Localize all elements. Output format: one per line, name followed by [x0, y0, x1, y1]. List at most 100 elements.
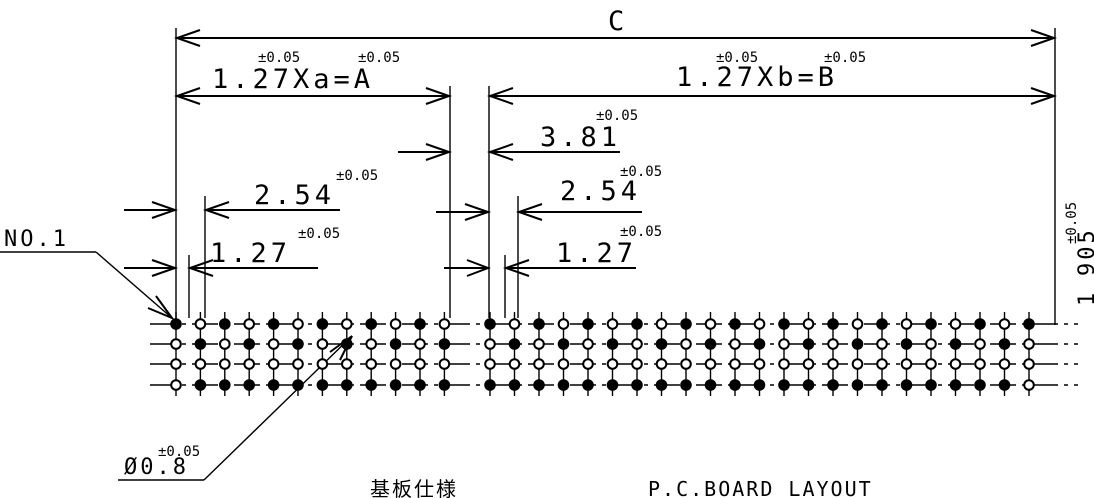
hole-r4-c35 [1023, 379, 1035, 391]
hole-r1-c11 [414, 318, 426, 330]
hole-r3-c11 [414, 358, 426, 370]
hole-r2-c34 [998, 338, 1011, 350]
hole-r3-c17 [582, 358, 594, 370]
dimension-side-label: 905 [1075, 227, 1094, 276]
hole-r3-c4 [243, 358, 255, 370]
hole-r3-c12 [438, 358, 451, 370]
hole-r4-c30 [900, 379, 913, 391]
hole-r4-c10 [389, 379, 402, 391]
hole-r2-c1 [170, 338, 182, 350]
pin-one-label: NO.1 [4, 227, 69, 252]
hole-r2-c17 [582, 338, 594, 350]
hole-r4-c15 [533, 379, 545, 391]
hole-r2-c7 [316, 338, 329, 350]
hole-r2-c31 [925, 338, 937, 350]
tolerance-a-label: ±0.05 [358, 50, 400, 66]
hole-r2-c20 [655, 338, 668, 350]
hole-r4-c4 [243, 379, 255, 391]
dimension-right-row-pitch-label: 2.54 [560, 176, 641, 207]
hole-r2-c22 [704, 338, 717, 350]
hole-r1-c20 [655, 318, 668, 330]
hole-r4-c1 [170, 379, 182, 391]
hole-r3-c10 [389, 358, 402, 370]
hole-r4-c27 [827, 379, 839, 391]
hole-r4-c20 [655, 379, 668, 391]
hole-r3-c3 [219, 358, 231, 370]
hole-r4-c6 [292, 379, 304, 391]
dimension-b: 1.27Xb=B ±0.05 ±0.05 [486, 50, 1058, 105]
tolerance-right-pin-pitch: ±0.05 [620, 224, 662, 240]
hole-diameter-callout: Ø0.8 ±0.05 [118, 335, 353, 481]
hole-r1-c17 [582, 318, 594, 330]
hole-r2-c33 [974, 338, 986, 350]
hole-r1-c19 [631, 318, 643, 330]
hole-r4-c5 [267, 379, 280, 391]
hole-r2-c18 [606, 338, 619, 350]
tolerance-left-pin-pitch: ±0.05 [298, 226, 340, 242]
hole-r4-c7 [316, 379, 329, 391]
hole-r4-c8 [341, 379, 353, 391]
hole-r2-c11 [414, 338, 426, 350]
hole-r2-c5 [267, 338, 280, 350]
dimension-gap-label: 3.81 [540, 122, 621, 153]
hole-r2-c25 [778, 338, 790, 350]
hole-r1-c16 [557, 318, 570, 330]
tolerance-side: ±0.05 [1064, 202, 1080, 244]
dimension-c: C [173, 6, 1058, 47]
hole-r1-c4 [243, 318, 255, 330]
hole-r2-c15 [533, 338, 545, 350]
hole-r3-c16 [557, 358, 570, 370]
hole-r1-c24 [753, 318, 766, 330]
hole-r1-c22 [704, 318, 717, 330]
hole-r1-c29 [876, 318, 888, 330]
hole-r3-c33 [974, 358, 986, 370]
hole-r1-c23 [729, 318, 741, 330]
hole-r3-c2 [194, 358, 207, 370]
dimension-left-pin-pitch-label: 1.27 [210, 238, 291, 269]
hole-r1-c12 [438, 318, 451, 330]
tolerance-gap: ±0.05 [596, 108, 638, 124]
hole-r1-c27 [827, 318, 839, 330]
hole-r2-c13 [484, 338, 496, 350]
dimension-side: ±0.05 905 1 [1064, 202, 1094, 306]
hole-r3-c19 [631, 358, 643, 370]
hole-r4-c13 [484, 379, 496, 391]
dimension-right-row-pitch: 2.54 ±0.05 [436, 164, 662, 221]
hole-r2-c4 [243, 338, 255, 350]
hole-r4-c9 [365, 379, 378, 391]
hole-r1-c9 [365, 318, 378, 330]
hole-r2-c35 [1023, 338, 1035, 350]
hole-r1-c13 [484, 318, 496, 330]
hole-r3-c26 [802, 358, 815, 370]
hole-r2-c32 [949, 338, 962, 350]
hole-r1-c26 [802, 318, 815, 330]
hole-r1-c31 [925, 318, 937, 330]
hole-r4-c24 [753, 379, 766, 391]
hole-r2-c8 [341, 338, 353, 350]
hole-r4-c16 [557, 379, 570, 391]
hole-r1-c34 [998, 318, 1011, 330]
hole-r3-c14 [508, 358, 521, 370]
hole-r1-c15 [533, 318, 545, 330]
hole-r2-c2 [194, 338, 207, 350]
hole-r3-c22 [704, 358, 717, 370]
hole-r1-c10 [389, 318, 402, 330]
hole-r3-c1 [170, 358, 182, 370]
hole-r2-c26 [802, 338, 815, 350]
hole-r4-c14 [508, 379, 521, 391]
hole-r1-c32 [949, 318, 962, 330]
hole-r2-c16 [557, 338, 570, 350]
dimension-left-row-pitch: 2.54 ±0.05 [124, 168, 378, 219]
hole-r3-c32 [949, 358, 962, 370]
hole-r4-c25 [778, 379, 790, 391]
hole-r4-c31 [925, 379, 937, 391]
hole-r1-c28 [851, 318, 864, 330]
hole-r3-c8 [341, 358, 353, 370]
hole-r4-c22 [704, 379, 717, 391]
hole-r2-c19 [631, 338, 643, 350]
dimension-row-spacing-label: 1 [1075, 290, 1094, 306]
drawing-title: 基板仕様 P.C.BOARD LAYOUT [370, 477, 871, 498]
hole-r2-c29 [876, 338, 888, 350]
hole-r4-c28 [851, 379, 864, 391]
